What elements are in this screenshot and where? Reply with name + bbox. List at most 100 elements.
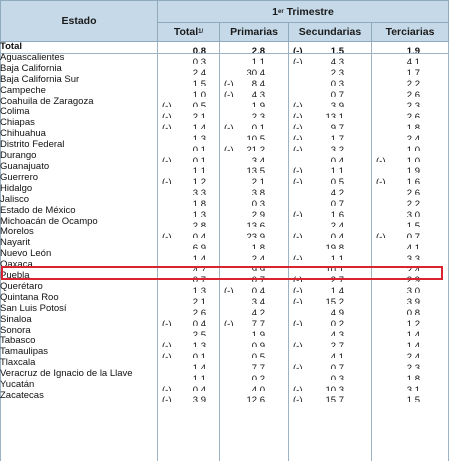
value: 15.2	[325, 297, 345, 304]
value: 2.7	[330, 340, 344, 348]
table-row: Baja California Sur 1.5 (-) 8.4 0.3 2.2	[0, 75, 449, 86]
secundarias-cell: 0.4	[289, 151, 372, 162]
value: 1.1	[330, 166, 344, 173]
value: 2.3	[406, 362, 420, 370]
value: 0.8	[406, 308, 420, 315]
value: 1.8	[406, 122, 420, 130]
total-cell: 0.8	[158, 42, 220, 53]
terciarias-cell: 1.2	[372, 315, 449, 325]
negative-sign: (-)	[293, 286, 303, 293]
value: 1.2	[192, 177, 206, 184]
table-row: Durango (-) 0.1 3.4 0.4 (-) 1.0	[0, 151, 449, 162]
total-row-divider	[0, 53, 449, 54]
terciarias-cell: 2.3	[372, 97, 449, 108]
negative-sign: (-)	[293, 395, 303, 402]
terciarias-cell: 2.6	[372, 184, 449, 194]
terciarias-cell: 3.1	[372, 380, 449, 391]
terciarias-cell: 1.4	[372, 336, 449, 347]
primarias-cell: (-) 4.3	[220, 86, 289, 97]
negative-sign: (-)	[162, 111, 172, 119]
total-cell: (-) 0.1	[158, 151, 220, 162]
terciarias-cell: 2.6	[372, 86, 449, 96]
negative-sign: (-)	[293, 144, 303, 152]
estado-cell: Tamaulipas	[0, 347, 49, 358]
secundarias-cell: 0.3	[289, 75, 372, 86]
total-cell: (-) 1.3	[158, 336, 220, 347]
total-cell: 2.6	[158, 304, 220, 314]
terciarias-cell: 1.9	[372, 42, 449, 53]
negative-sign: (-)	[293, 177, 303, 184]
primarias-cell: 3.4	[220, 293, 289, 303]
value: 2.3	[251, 111, 265, 119]
col-header-label: Primarias	[230, 26, 278, 38]
negative-sign: (-)	[293, 122, 303, 130]
terciarias-cell: 1.7	[372, 64, 449, 74]
primarias-cell: 2.1	[220, 173, 289, 183]
column-divider	[288, 42, 289, 461]
secundarias-cell: (-) 0.4	[289, 227, 372, 238]
negative-sign: (-)	[293, 253, 303, 261]
total-cell: 1.3	[158, 206, 220, 216]
secundarias-cell: (-) 13.1	[289, 107, 372, 118]
terciarias-cell: 2.3	[372, 358, 449, 369]
primarias-cell: 4.0	[220, 380, 289, 391]
value: 4.2	[251, 308, 265, 315]
table-row: Yucatán (-) 0.4 4.0 (-) 10.3 3.1	[0, 380, 449, 391]
value: 2.3	[406, 100, 420, 108]
value: 1.1	[192, 166, 206, 173]
primarias-cell: (-) 21.2	[220, 140, 289, 151]
primarias-cell: 0.2	[220, 369, 289, 380]
value: 7.7	[251, 362, 265, 370]
value: 4.2	[330, 188, 344, 195]
value: 0.2	[330, 319, 344, 326]
estado-cell: Coahuila de Zaragoza	[0, 96, 94, 107]
total-cell: (-) 0.1	[158, 347, 220, 358]
primarias-cell: 2.9	[220, 206, 289, 216]
value: 1.1	[330, 253, 344, 261]
value: 3.9	[192, 395, 206, 402]
estado-cell: Tabasco	[0, 336, 36, 347]
value: 4.3	[251, 90, 265, 97]
value: 15.7	[325, 395, 345, 402]
primarias-cell: 1.8	[220, 238, 289, 249]
value: 0.8	[192, 46, 206, 53]
primarias-cell: 3.8	[220, 184, 289, 194]
value: 1.4	[192, 362, 206, 370]
table-row: Campeche 1.0 (-) 4.3 0.7 2.6	[0, 86, 449, 97]
primarias-cell: 7.7	[220, 358, 289, 369]
value: 2.2	[406, 199, 420, 206]
total-cell: 1.5	[158, 75, 220, 85]
table-row: Guerrero (-) 1.2 2.1 (-) 0.5 (-) 1.6	[0, 173, 449, 184]
table-row: Guanajuato 1.1 13.5 (-) 1.1 1.9	[0, 162, 449, 173]
table-row: Nuevo León 1.4 2.4 (-) 1.1 3.3	[0, 249, 449, 260]
estado-cell: Michoacán de Ocampo	[0, 216, 98, 227]
value: 1.4	[406, 330, 420, 337]
negative-sign: (-)	[293, 57, 303, 64]
terciarias-cell: 4.1	[372, 53, 449, 63]
value: 1.3	[192, 286, 206, 293]
negative-sign: (-)	[293, 340, 303, 348]
value: 0.3	[330, 79, 344, 86]
table-row: Quintana Roo 2.1 3.4 (-) 15.2 3.9	[0, 293, 449, 304]
negative-sign: (-)	[376, 155, 386, 162]
secundarias-cell: 19.8	[289, 238, 372, 249]
estado-cell: Colima	[0, 107, 30, 118]
terciarias-cell: 0.8	[372, 304, 449, 315]
secundarias-cell: (-) 15.7	[289, 391, 372, 402]
secundarias-cell: 4.1	[289, 347, 372, 358]
total-cell: (-) 1.4	[158, 118, 220, 129]
value: 1.8	[406, 373, 420, 381]
negative-sign: (-)	[162, 155, 172, 162]
table-row: Aguascalientes 0.3 1.1 (-) 4.3 4.1	[0, 53, 449, 64]
secundarias-cell: 0.7	[289, 195, 372, 205]
estado-cell: Baja California Sur	[0, 74, 80, 85]
value: 4.9	[330, 308, 344, 315]
value: 0.3	[330, 373, 344, 381]
total-cell: 2.8	[158, 217, 220, 227]
terciarias-cell: 3.9	[372, 293, 449, 303]
value: 1.3	[192, 340, 206, 348]
col-header-total: Total 1/	[157, 22, 220, 42]
estado-cell: Sinaloa	[0, 314, 32, 325]
table-row: Chiapas (-) 1.4 (-) 0.1 (-) 9.7 1.8	[0, 118, 449, 129]
primarias-cell: 4.2	[220, 304, 289, 315]
